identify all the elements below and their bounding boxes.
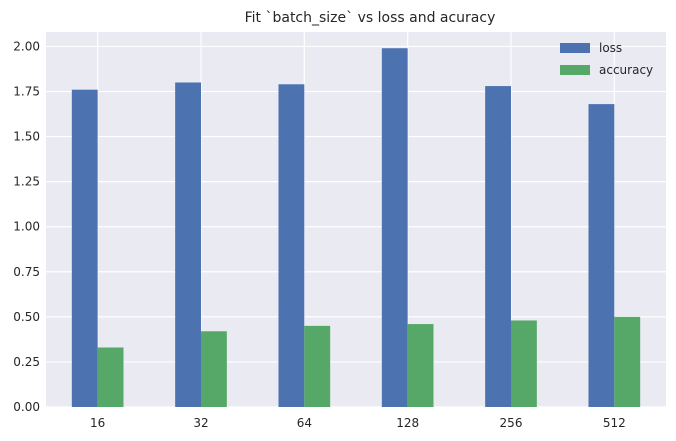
y-tick-label: 0.00 — [13, 400, 40, 414]
y-tick-label: 0.25 — [13, 355, 40, 369]
chart-title: Fit `batch_size` vs loss and acuracy — [245, 10, 496, 26]
y-tick-label: 0.50 — [13, 310, 40, 324]
bar-accuracy-16 — [97, 347, 124, 407]
x-tick-label: 32 — [193, 416, 208, 430]
y-gridlines — [46, 45, 666, 408]
bar-loss-128 — [381, 48, 408, 408]
legend: loss accuracy — [560, 41, 653, 77]
bar-accuracy-32 — [201, 331, 227, 407]
x-tick-label: 128 — [396, 416, 419, 430]
x-tick-label: 256 — [500, 416, 523, 430]
y-tick-label: 2.00 — [13, 39, 40, 53]
bar-loss-512 — [588, 104, 615, 407]
bar-loss-64 — [278, 84, 305, 407]
y-axis-ticks: 0.00 0.25 0.50 0.75 1.00 1.25 1.50 1.75 2.00 — [13, 39, 40, 414]
x-tick-label: 64 — [297, 416, 312, 430]
legend-label-loss: loss — [599, 41, 622, 55]
y-tick-label: 1.50 — [13, 130, 40, 144]
y-tick-label: 1.00 — [13, 220, 40, 234]
bar-loss-32 — [175, 82, 201, 407]
bar-accuracy-256 — [511, 320, 537, 407]
bar-loss-256 — [485, 86, 511, 407]
y-tick-label: 1.25 — [13, 175, 40, 189]
y-tick-label: 0.75 — [13, 265, 40, 279]
bar-accuracy-512 — [614, 316, 641, 407]
bar-accuracy-64 — [304, 325, 331, 407]
bar-accuracy-128 — [407, 324, 434, 407]
legend-label-accuracy: accuracy — [599, 63, 653, 77]
x-tick-label: 512 — [603, 416, 626, 430]
legend-swatch-loss — [560, 43, 590, 53]
bars — [71, 48, 641, 408]
x-axis-ticks: 16 32 64 128 256 512 — [90, 416, 626, 430]
y-tick-label: 1.75 — [13, 84, 40, 98]
legend-swatch-accuracy — [560, 65, 590, 75]
bar-loss-16 — [71, 89, 98, 407]
plot-area — [46, 32, 666, 407]
x-tick-label: 16 — [90, 416, 105, 430]
